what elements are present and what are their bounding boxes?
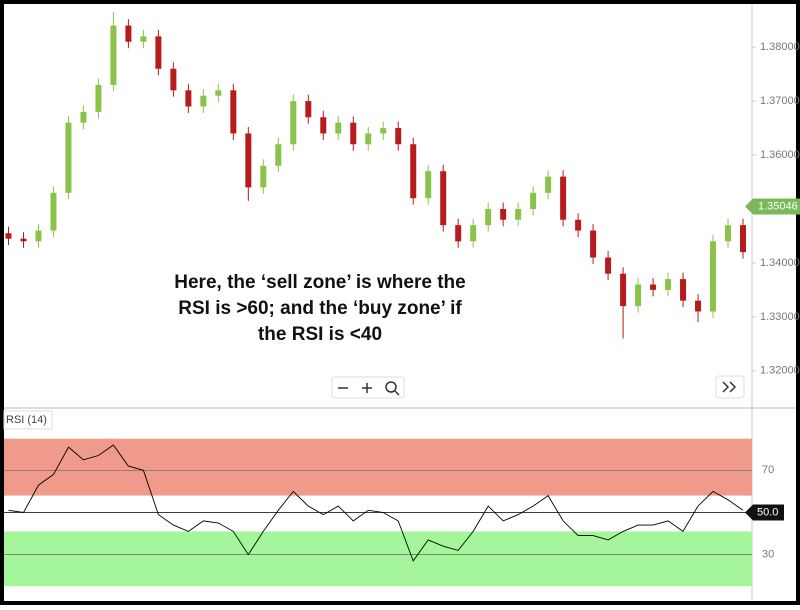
candle-body (290, 101, 297, 145)
candle-body (590, 230, 597, 258)
candle-body (410, 144, 417, 199)
candle-body (485, 208, 492, 226)
sell-zone (4, 438, 752, 496)
canvas (4, 4, 796, 601)
candle-body (320, 117, 327, 134)
candle-body (440, 171, 447, 226)
candle-body (695, 300, 702, 312)
panel-title: RSI (14) (6, 414, 47, 426)
annotation: the RSI is <40 (258, 324, 382, 345)
zoom-reset[interactable] (385, 381, 400, 396)
candle-body (380, 128, 387, 134)
candle-body (620, 273, 627, 307)
candle-body (5, 233, 12, 239)
zoom-in[interactable] (362, 383, 372, 393)
candle-body (275, 144, 282, 166)
candle-body (740, 225, 747, 253)
last-value-label: 50.0 (757, 506, 778, 518)
candle-body (575, 219, 582, 231)
candle-body (455, 225, 462, 242)
candle-body (110, 25, 117, 85)
candle-body (395, 128, 402, 145)
last-value-tag (745, 504, 784, 521)
candle-body (95, 84, 102, 112)
candle-body (425, 171, 432, 199)
candle-body (140, 36, 147, 42)
candle-body (665, 279, 672, 290)
last-price-label: 1.35046 (758, 200, 798, 212)
candle-body (470, 225, 477, 242)
candle-body (365, 133, 372, 145)
candle-body (185, 90, 192, 107)
price-panel: 1.32000 1.33000 1.34000 1.36000 1.37000 1.380… (5, 12, 800, 377)
candle-body (650, 284, 657, 290)
last-price-tag (745, 198, 800, 215)
candle-body (710, 241, 717, 312)
buy-zone (4, 531, 752, 587)
candle-body (245, 133, 252, 188)
y-tick-label: 1.32000 (760, 365, 800, 377)
candle-body (50, 192, 57, 231)
candle-body (305, 101, 312, 118)
panel-title-box (3, 410, 53, 430)
y-tick-label: 1.38000 (760, 41, 800, 53)
candle-body (545, 176, 552, 193)
candle-body (335, 122, 342, 134)
candle-body (35, 230, 42, 242)
y-tick-label: 70 (762, 464, 774, 476)
candle-body (200, 95, 207, 107)
candle-body (515, 208, 522, 220)
candle-body (215, 90, 222, 96)
y-tick-label: 1.37000 (760, 95, 800, 107)
candle-body (350, 122, 357, 145)
y-tick-label: 30 (762, 549, 774, 561)
candle-body (80, 111, 87, 123)
candle-body (170, 68, 177, 91)
rsi-panel: 30 70 50.0 RSI (14) (3, 410, 784, 587)
candle-body (680, 279, 687, 301)
candle-body (20, 238, 27, 242)
scroll-right-button[interactable] (715, 375, 745, 399)
candle-body (500, 208, 507, 220)
candle-body (725, 225, 732, 242)
y-tick-label: 1.34000 (760, 257, 800, 269)
rsi-line (8, 444, 744, 562)
annotation: Here, the ‘sell zone’ is where the (174, 272, 465, 293)
candle-body (260, 165, 267, 188)
y-tick-label: 1.33000 (760, 311, 800, 323)
zoom-controls[interactable] (331, 376, 405, 399)
candle-body (65, 122, 72, 193)
y-tick-label: 1.36000 (760, 149, 800, 161)
candle-body (560, 176, 567, 220)
candle-body (635, 284, 642, 307)
candle-body (530, 192, 537, 209)
annotation: RSI is >60; and the ‘buy zone’ if (178, 298, 462, 319)
candle-body (125, 25, 132, 42)
candle-body (230, 90, 237, 134)
candle-body (155, 36, 162, 69)
candle-body (605, 257, 612, 274)
